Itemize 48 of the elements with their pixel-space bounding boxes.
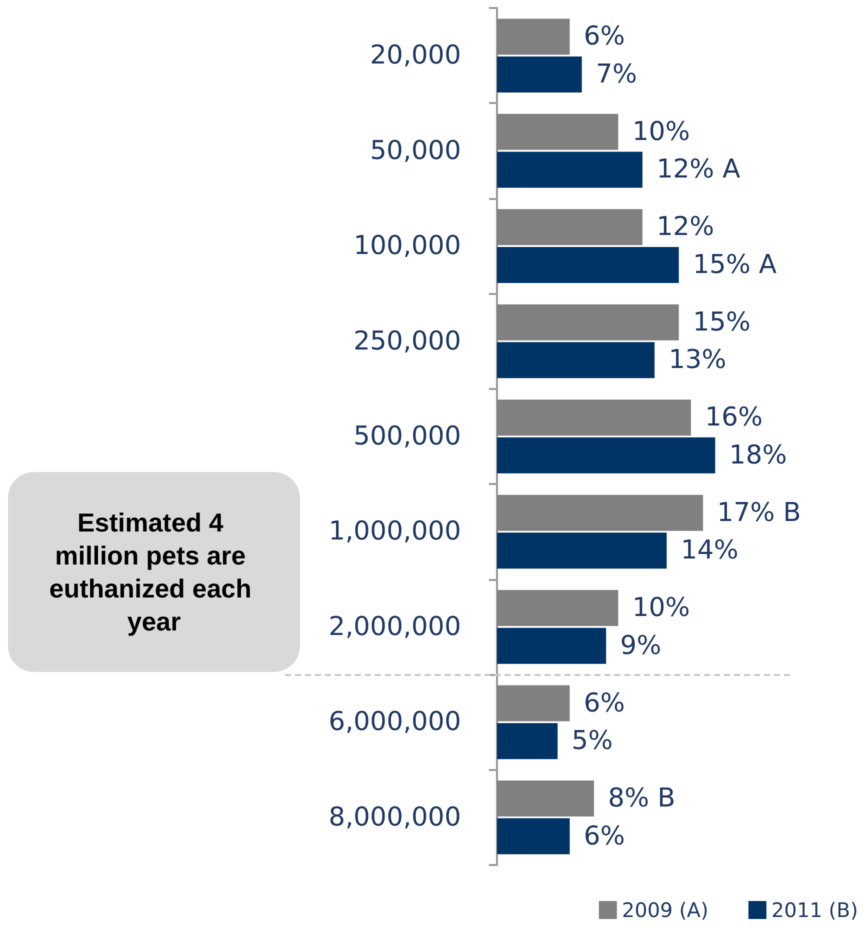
- bar: [497, 628, 606, 664]
- y-tick-label: 500,000: [353, 422, 461, 452]
- data-label: 15% A: [692, 250, 777, 280]
- data-label: 16%: [704, 402, 763, 433]
- data-label: 5%: [572, 726, 613, 756]
- legend-label: 2009 (A): [622, 898, 708, 922]
- text: Estimated 4 million pets are euthanized each year: [49, 508, 259, 636]
- bar: [497, 818, 570, 854]
- data-label: 15%: [692, 307, 751, 338]
- data-label: 13%: [668, 345, 726, 376]
- y-tick-label: 6,000,000: [328, 707, 461, 738]
- bar: [497, 723, 558, 760]
- y-tick-label: 2,000,000: [328, 612, 461, 642]
- bar: [497, 780, 594, 816]
- data-label: 7%: [596, 60, 638, 90]
- y-tick-label: 250,000: [353, 326, 461, 356]
- data-label: 12%: [656, 212, 714, 242]
- data-label: 17% B: [717, 498, 801, 528]
- data-label: 6%: [584, 821, 625, 852]
- bar: [497, 494, 704, 531]
- data-label: 6%: [584, 688, 625, 718]
- bar: [497, 56, 582, 93]
- data-label: 10%: [632, 593, 690, 624]
- data-label: 8% B: [608, 783, 676, 814]
- bar: [497, 209, 642, 246]
- y-tick-label: 8,000,000: [328, 802, 461, 832]
- bar: [497, 342, 655, 378]
- legend-label: 2011 (B): [771, 898, 858, 922]
- bar: [497, 400, 691, 436]
- data-label: 14%: [680, 536, 738, 566]
- data-label: 9%: [620, 630, 662, 661]
- y-tick-label: 20,000: [370, 40, 461, 71]
- bar: [497, 152, 642, 188]
- data-label: 12% A: [656, 154, 741, 185]
- bar: [497, 532, 667, 569]
- bar: [497, 590, 618, 626]
- bar: [497, 246, 679, 283]
- bar: [497, 304, 679, 340]
- bar: [497, 437, 716, 474]
- data-label: 18%: [729, 440, 787, 470]
- data-label: 10%: [632, 116, 690, 147]
- bar: [497, 114, 618, 150]
- y-tick-label: 1,000,000: [328, 516, 461, 547]
- bar: [497, 685, 570, 722]
- y-tick-label: 100,000: [353, 231, 461, 262]
- data-label: 6%: [584, 22, 625, 52]
- bar: [497, 18, 570, 55]
- y-tick-label: 50,000: [370, 136, 461, 166]
